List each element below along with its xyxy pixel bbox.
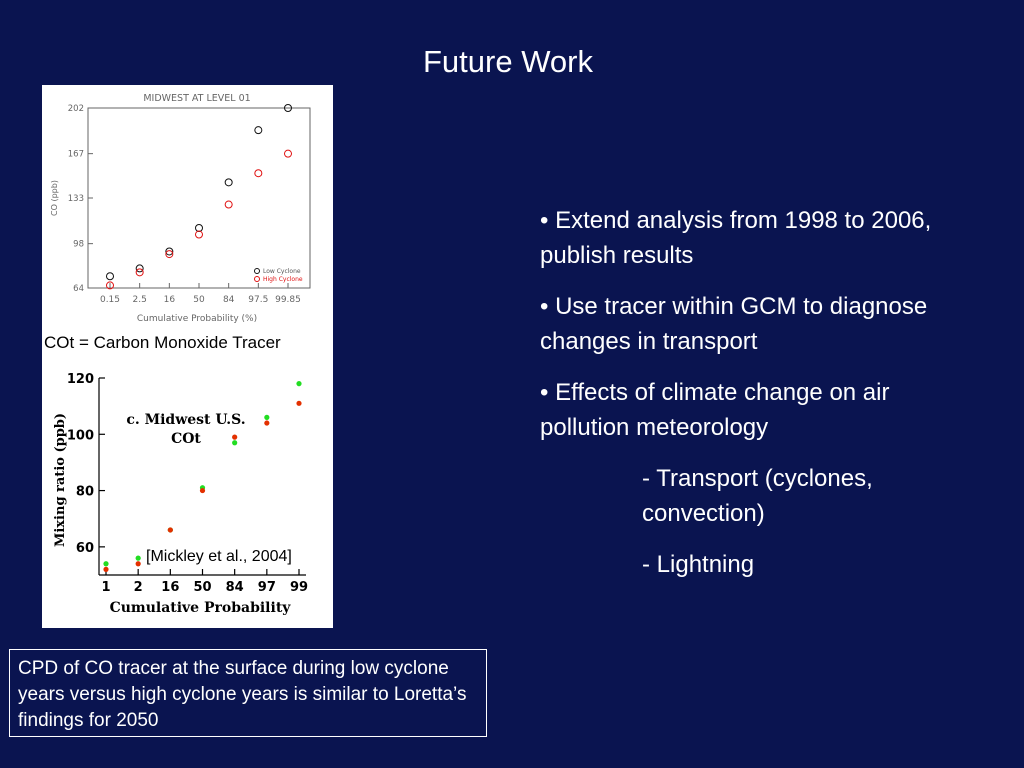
chart2-red-point (264, 420, 270, 426)
chart1-x-tick-label: 0.15 (100, 295, 120, 305)
chart1-low-cyclone-point (106, 272, 114, 281)
chart1-x-tick-label: 50 (193, 295, 205, 305)
chart1-high-cyclone-point (254, 169, 263, 178)
chart2-x-tick-label: 97 (258, 580, 276, 595)
chart2-y-tick-label: 80 (76, 485, 94, 500)
chart2-y-axis-label: Mixing ratio (ppb) (53, 413, 68, 547)
bullet-use-tracer: • Use tracer within GCM to diagnose chan… (540, 293, 928, 355)
chart1-high-cyclone-point (284, 149, 292, 158)
chart1-high-cyclone-point (106, 281, 114, 290)
chart2-red-point (199, 487, 206, 494)
cot-definition-caption: COt = Carbon Monoxide Tracer (44, 333, 281, 353)
chart1-high-cyclone-point (165, 250, 174, 259)
chart1-low-cyclone-point (165, 247, 174, 256)
chart1-y-tick-label: 167 (68, 150, 84, 160)
chart2-red-point (167, 527, 173, 533)
summary-note-box: CPD of CO tracer at the surface during l… (9, 649, 487, 737)
sub-bullet-transport: - Transport (cyclones, convection) (642, 465, 873, 527)
legend-low-cyclone: Low Cyclone (263, 268, 301, 275)
chart2-red-point (135, 561, 141, 567)
chart1-low-cyclone-point (135, 264, 144, 273)
chart1-x-axis-label: Cumulative Probability (%) (137, 314, 257, 324)
chart1-y-axis-label: CO (ppb) (50, 180, 59, 216)
chart1-y-tick-label: 98 (73, 240, 84, 250)
chart2-green-point (135, 555, 141, 561)
chart1-y-tick-label: 202 (68, 104, 84, 114)
chart1-x-tick-label: 16 (164, 295, 176, 305)
chart1-low-cyclone-point (254, 126, 263, 135)
chart1-y-tick-label: 64 (73, 284, 84, 294)
chart2-title-line1: c. Midwest U.S. (126, 412, 245, 428)
chart1-x-tick-label: 97.5 (248, 295, 268, 305)
chart1-y-tick-label: 133 (68, 194, 84, 204)
chart1-x-tick-label: 84 (223, 295, 235, 305)
legend-high-cyclone: High Cyclone (263, 276, 303, 283)
figure-panel: MIDWEST AT LEVEL 01 64 98 133 167 202 0.15 2.… (42, 85, 333, 628)
chart2-red-point (232, 434, 238, 440)
chart1-x-tick-label: 99.85 (275, 295, 301, 305)
citation: [Mickley et al., 2004] (146, 548, 292, 566)
chart1-high-cyclone-point (224, 200, 233, 209)
chart-co-cumulative-probability: MIDWEST AT LEVEL 01 64 98 133 167 202 0.15 2.… (50, 93, 311, 324)
chart2-green-point (264, 414, 270, 420)
chart2-green-point (232, 440, 238, 446)
chart2-x-axis-label: Cumulative Probability (110, 600, 292, 616)
chart2-title-line2: COt (171, 431, 201, 447)
chart1-high-cyclone-point (135, 268, 144, 277)
chart2-x-tick-label: 1 (101, 580, 110, 595)
chart2-y-tick-label: 60 (76, 541, 94, 556)
chart1-plot-frame (87, 107, 311, 289)
chart1-low-cyclone-point (224, 178, 233, 187)
chart1-low-cyclone-point (195, 224, 203, 232)
chart1-title: MIDWEST AT LEVEL 01 (143, 93, 250, 104)
sub-bullet-lightning: - Lightning (642, 551, 755, 578)
chart2-x-tick-label: 16 (161, 580, 179, 595)
chart1-high-cyclone-point (195, 230, 203, 239)
chart1-legend: Low Cyclone High Cyclone (254, 268, 303, 283)
chart2-green-point (103, 561, 109, 567)
chart2-green-point (296, 381, 302, 387)
chart2-x-tick-label: 99 (290, 580, 308, 595)
chart2-y-tick-label: 120 (67, 372, 94, 387)
bullet-extend-analysis: • Extend analysis from 1998 to 2006, pub… (540, 207, 932, 269)
bullet-climate-effects: • Effects of climate change on air pollu… (540, 379, 890, 441)
chart1-x-tick-label: 2.5 (133, 295, 147, 305)
chart2-y-tick-label: 100 (67, 428, 94, 443)
chart2-x-tick-label: 2 (134, 580, 143, 595)
chart2-x-tick-label: 84 (226, 580, 244, 595)
chart2-red-point (103, 566, 109, 572)
chart2-red-point (296, 400, 302, 406)
chart1-low-cyclone-point (284, 104, 292, 112)
chart2-x-tick-label: 50 (193, 580, 211, 595)
slide-title: Future Work (423, 44, 593, 79)
bullet-list: • Extend analysis from 1998 to 2006, pub… (540, 203, 980, 598)
